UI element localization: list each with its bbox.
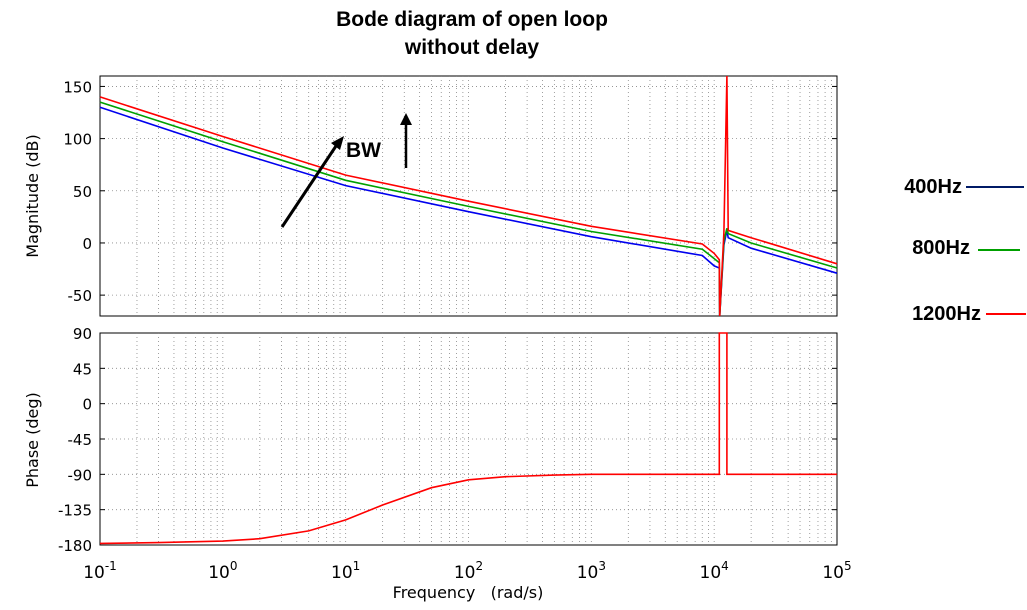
frequency-tick-label: 102 <box>454 559 483 583</box>
phase-grid <box>100 333 837 545</box>
phase-y-ticks: -180 -135 -90 -45 0 45 90 <box>58 325 837 555</box>
phase-series-1200hz <box>99 332 837 545</box>
phase-y-tick-label: -45 <box>68 431 93 449</box>
bw-label: BW <box>346 139 381 162</box>
magnitude-series <box>99 75 838 317</box>
bw-arrow-diagonal <box>280 142 340 228</box>
magnitude-series-1200hz <box>99 75 838 317</box>
frequency-tick-labels: 10-1 100 101 102 103 104 105 <box>83 559 851 583</box>
phase-y-tick-label: -180 <box>58 537 92 555</box>
legend-label-800hz: 800Hz <box>912 237 970 259</box>
phase-y-tick-label: -90 <box>68 466 93 484</box>
magnitude-y-tick-label: 50 <box>73 183 92 201</box>
legend-label-400hz: 400Hz <box>904 176 962 198</box>
legend: 400Hz 800Hz 1200Hz <box>904 176 1026 325</box>
phase-y-tick-label: 90 <box>73 325 92 343</box>
magnitude-panel: -50 0 50 100 150 Magnitude (dB) <box>23 75 838 317</box>
phase-y-axis-label: Phase (deg) <box>23 392 42 488</box>
frequency-tick-label: 104 <box>700 559 729 583</box>
bw-annotation: BW <box>280 113 412 228</box>
phase-y-tick-label: 0 <box>82 396 92 414</box>
frequency-tick-label: 101 <box>331 559 360 583</box>
chart-title-line-1: Bode diagram of open loop <box>336 8 608 31</box>
bw-arrow-head-vertical <box>400 113 412 125</box>
bw-arrow-head-diagonal <box>331 136 344 150</box>
phase-y-tick-label: -135 <box>58 502 92 520</box>
frequency-tick-label: 105 <box>822 559 851 583</box>
magnitude-series-800hz <box>99 101 838 317</box>
magnitude-y-tick-label: -50 <box>68 287 93 305</box>
legend-label-1200hz: 1200Hz <box>912 303 981 325</box>
phase-y-tick-label: 45 <box>73 360 92 378</box>
magnitude-grid <box>100 76 837 316</box>
phase-series <box>99 332 837 545</box>
magnitude-y-axis-label: Magnitude (dB) <box>23 134 42 257</box>
magnitude-series-400hz <box>99 106 838 317</box>
magnitude-y-ticks: -50 0 50 100 150 <box>63 78 837 305</box>
frequency-tick-label: 10-1 <box>83 559 117 583</box>
chart-title-line-2: without delay <box>404 36 540 59</box>
magnitude-y-tick-label: 150 <box>63 78 92 96</box>
phase-panel: -180 -135 -90 -45 0 45 90 Phase (deg) <box>23 325 838 555</box>
magnitude-y-tick-label: 100 <box>63 131 92 149</box>
frequency-axis-label: Frequency (rad/s) <box>393 583 544 602</box>
frequency-tick-label: 103 <box>577 559 606 583</box>
magnitude-y-tick-label: 0 <box>82 235 92 253</box>
frequency-tick-label: 100 <box>208 559 237 583</box>
